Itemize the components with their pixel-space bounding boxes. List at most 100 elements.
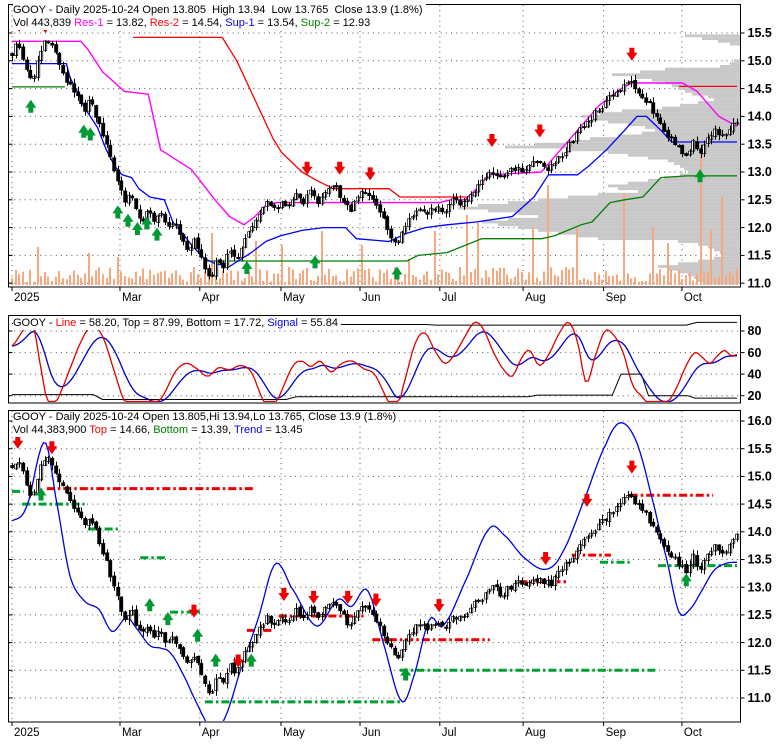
month-label: Jul (442, 292, 457, 304)
panel-border (8, 410, 741, 723)
header-part: GOOY - (13, 317, 56, 329)
header-part: = 12.93 (330, 17, 371, 29)
y-axis-label: 13.0 (748, 580, 772, 594)
lower-panel[interactable]: 16.0 15.5 15.0 14.5 14.0 13.5 13.0 12.5 12.0 11.5… (8, 410, 772, 740)
month-label: 2025 (14, 292, 40, 304)
sell-arrow (581, 493, 593, 507)
y-axis-label: 14.5 (748, 82, 772, 96)
month-label: May (283, 727, 305, 739)
sell-arrow (370, 593, 382, 607)
header-part: = 58.20, Top = 87.99, Bottom = 17.72, (76, 317, 268, 329)
y-axis-label: 11.0 (748, 276, 772, 290)
month-label: Oct (684, 727, 703, 739)
month-label: Apr (202, 727, 220, 739)
sell-arrow (486, 133, 498, 147)
header-part: = 14.66, (107, 424, 154, 436)
buy-arrow (162, 612, 174, 626)
month-label: Jul (442, 727, 457, 739)
header-part: = 13.45 (262, 424, 303, 436)
buy-arrow (112, 205, 124, 219)
header-part: Sup-1 (225, 17, 255, 29)
candles (10, 455, 740, 696)
buy-arrow (84, 127, 96, 141)
month-label: Jun (362, 292, 381, 304)
buy-arrow (151, 227, 163, 241)
price-panel[interactable]: 15.5 15.0 14.5 14.0 13.5 13.0 12.5 12.0 11.5 11.0… (8, 4, 772, 305)
y-axis-label: 20 (748, 389, 762, 403)
header-part: = 13.39, (188, 424, 235, 436)
month-label: Aug (525, 727, 545, 739)
y-axis-label: 12.5 (748, 193, 772, 207)
buy-arrow (141, 216, 153, 230)
header-part: = 13.82, (103, 17, 150, 29)
buy-arrow (680, 573, 692, 587)
bottom-band-line (12, 373, 737, 400)
y-axis-label: 15.5 (748, 26, 772, 40)
sell-arrow (433, 599, 445, 613)
y-axis-label: 12.0 (748, 221, 772, 235)
y-axis-label: 15.0 (748, 54, 772, 68)
sell-arrow (278, 588, 290, 602)
month-label: Mar (122, 727, 142, 739)
volume-profile (458, 34, 740, 285)
y-axis-label: 12.0 (748, 636, 772, 650)
buy-arrow (245, 653, 257, 667)
sell-arrow (534, 124, 546, 138)
month-label: 2025 (14, 727, 40, 739)
buy-arrow (400, 667, 412, 681)
lower-panel-subtitle: Vol 44,383,900 Top = 14.66, Bottom = 13.… (13, 424, 306, 437)
oscillator-panel-title: GOOY - Line = 58.20, Top = 87.99, Bottom… (13, 317, 341, 330)
buy-arrow (35, 487, 47, 501)
month-label: May (283, 292, 305, 304)
header-part: Vol 44,383,900 (13, 424, 90, 436)
buy-arrow (309, 255, 321, 269)
y-axis-label: 80 (748, 324, 762, 338)
y-axis-label: 11.5 (748, 664, 772, 678)
y-axis-label: 11.0 (748, 691, 772, 705)
header-part: Res-2 (149, 17, 180, 29)
y-axis-label: 11.5 (748, 249, 772, 263)
price-panel-title: GOOY - Daily 2025-10-24 Open 13.805 High… (13, 4, 426, 17)
y-axis-label: 40 (748, 367, 762, 381)
sell-arrow (342, 590, 354, 604)
y-axis-label: 16.0 (748, 414, 772, 428)
header-part: Sup-2 (300, 17, 331, 29)
y-axis-label: 13.5 (748, 137, 772, 151)
month-label: Oct (684, 292, 703, 304)
month-label: Apr (202, 292, 220, 304)
buy-arrow (131, 222, 143, 236)
header-part: Trend (234, 424, 263, 436)
sell-arrow (232, 654, 244, 668)
sell-arrow (626, 460, 638, 474)
sell-arrow (626, 47, 638, 61)
month-label: Aug (525, 292, 545, 304)
candles (10, 39, 740, 280)
month-label: Jun (362, 727, 381, 739)
sell-arrow (301, 161, 313, 175)
y-axis-label: 12.5 (748, 608, 772, 622)
header-part: Res-1 (74, 17, 104, 29)
month-label: Mar (122, 292, 142, 304)
sell-arrow (308, 590, 320, 604)
sell-arrow (334, 161, 346, 175)
price-panel-subtitle: Vol 443,839 Res-1 = 13.82, Res-2 = 14.54… (13, 17, 374, 30)
lower-panel-title: GOOY - Daily 2025-10-24 Open 13.805,Hi 1… (13, 411, 400, 424)
y-axis-label: 15.0 (748, 470, 772, 484)
y-axis-label: 13.5 (748, 553, 772, 567)
y-axis-label: 15.5 (748, 442, 772, 456)
buy-arrow (391, 266, 403, 280)
candle-wicks (12, 39, 738, 280)
header-part: Vol 443,839 (13, 17, 75, 29)
panel-border (8, 315, 741, 404)
candle-wicks (12, 455, 738, 696)
buy-arrow (210, 653, 222, 667)
header-part: Bottom (153, 424, 189, 436)
sell-arrow (540, 552, 552, 566)
trend-wave-line (11, 422, 737, 721)
buy-arrow (210, 285, 211, 286)
sup2-line (204, 175, 737, 262)
header-part: Line (55, 317, 77, 329)
header-part: Signal (267, 317, 298, 329)
